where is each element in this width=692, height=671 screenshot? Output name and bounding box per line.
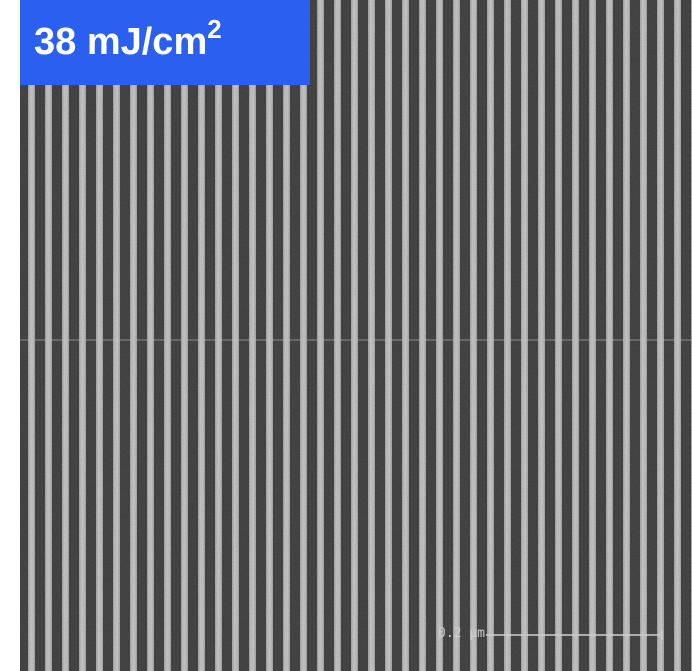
dose-exponent: 2	[207, 14, 221, 44]
noise	[20, 0, 692, 671]
dose-text: 38 mJ/cm	[34, 21, 207, 63]
sem-image-view: 38 mJ/cm2 0.2 µm	[0, 0, 692, 671]
sem-image	[0, 0, 692, 671]
scale-text: 0.2 µm	[438, 626, 485, 641]
dose-label: 38 mJ/cm2	[20, 0, 310, 85]
